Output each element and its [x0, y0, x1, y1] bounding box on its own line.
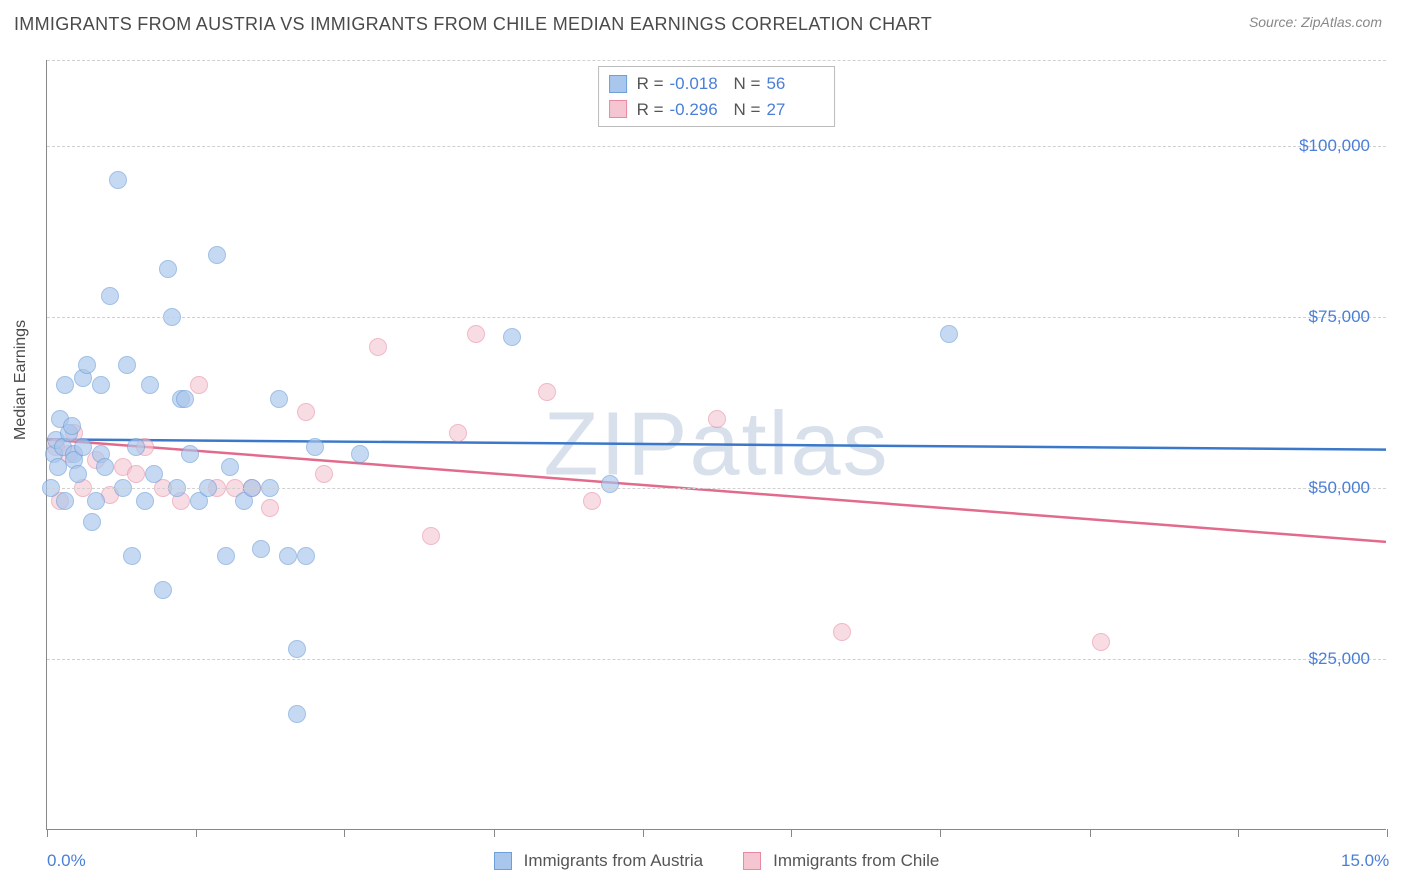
data-point-chile	[190, 376, 208, 394]
data-point-chile	[583, 492, 601, 510]
data-point-austria	[123, 547, 141, 565]
y-tick-label: $75,000	[1309, 307, 1370, 327]
r-label: R =	[637, 97, 664, 123]
data-point-austria	[288, 705, 306, 723]
data-point-austria	[127, 438, 145, 456]
data-point-austria	[74, 438, 92, 456]
data-point-chile	[833, 623, 851, 641]
source-label: Source: ZipAtlas.com	[1249, 14, 1382, 30]
scatter-points-layer	[47, 60, 1386, 829]
x-tick-label: 0.0%	[47, 851, 86, 871]
gridline	[47, 146, 1386, 147]
data-point-austria	[101, 287, 119, 305]
data-point-austria	[109, 171, 127, 189]
r-label: R =	[637, 71, 664, 97]
data-point-chile	[708, 410, 726, 428]
data-point-chile	[1092, 633, 1110, 651]
x-tick	[47, 829, 48, 837]
data-point-austria	[83, 513, 101, 531]
data-point-austria	[279, 547, 297, 565]
data-point-austria	[940, 325, 958, 343]
data-point-chile	[422, 527, 440, 545]
x-tick	[940, 829, 941, 837]
data-point-chile	[467, 325, 485, 343]
x-tick	[1238, 829, 1239, 837]
swatch-austria	[494, 852, 512, 870]
x-tick	[643, 829, 644, 837]
y-tick-label: $50,000	[1309, 478, 1370, 498]
data-point-austria	[217, 547, 235, 565]
data-point-chile	[127, 465, 145, 483]
gridline	[47, 488, 1386, 489]
swatch-austria	[609, 75, 627, 93]
x-tick	[1387, 829, 1388, 837]
data-point-chile	[297, 403, 315, 421]
r-value-austria: -0.018	[670, 71, 728, 97]
data-point-chile	[315, 465, 333, 483]
x-tick	[344, 829, 345, 837]
r-value-chile: -0.296	[670, 97, 728, 123]
data-point-austria	[56, 376, 74, 394]
legend-item-austria: Immigrants from Austria	[494, 851, 704, 871]
gridline	[47, 60, 1386, 61]
legend-item-chile: Immigrants from Chile	[743, 851, 939, 871]
data-point-austria	[78, 356, 96, 374]
n-label: N =	[734, 71, 761, 97]
data-point-austria	[63, 417, 81, 435]
x-tick	[791, 829, 792, 837]
data-point-austria	[288, 640, 306, 658]
data-point-austria	[306, 438, 324, 456]
gridline	[47, 659, 1386, 660]
swatch-chile	[743, 852, 761, 870]
gridline	[47, 317, 1386, 318]
x-tick-label: 15.0%	[1341, 851, 1389, 871]
data-point-austria	[145, 465, 163, 483]
stats-legend-box: R = -0.018 N = 56 R = -0.296 N = 27	[598, 66, 836, 127]
y-tick-label: $100,000	[1299, 136, 1370, 156]
data-point-austria	[270, 390, 288, 408]
data-point-austria	[92, 376, 110, 394]
legend-label-chile: Immigrants from Chile	[773, 851, 939, 871]
data-point-austria	[69, 465, 87, 483]
n-value-austria: 56	[766, 71, 824, 97]
data-point-chile	[449, 424, 467, 442]
y-tick-label: $25,000	[1309, 649, 1370, 669]
data-point-austria	[351, 445, 369, 463]
data-point-austria	[141, 376, 159, 394]
data-point-austria	[96, 458, 114, 476]
swatch-chile	[609, 100, 627, 118]
data-point-austria	[221, 458, 239, 476]
n-value-chile: 27	[766, 97, 824, 123]
data-point-chile	[369, 338, 387, 356]
data-point-austria	[56, 492, 74, 510]
x-tick	[1090, 829, 1091, 837]
data-point-austria	[176, 390, 194, 408]
legend-label-austria: Immigrants from Austria	[524, 851, 704, 871]
chart-plot-area: ZIPatlas R = -0.018 N = 56 R = -0.296 N …	[46, 60, 1386, 830]
x-tick	[196, 829, 197, 837]
data-point-austria	[601, 475, 619, 493]
stats-row-chile: R = -0.296 N = 27	[609, 97, 825, 123]
stats-row-austria: R = -0.018 N = 56	[609, 71, 825, 97]
data-point-austria	[208, 246, 226, 264]
data-point-austria	[87, 492, 105, 510]
x-tick	[494, 829, 495, 837]
data-point-austria	[159, 260, 177, 278]
chart-title: IMMIGRANTS FROM AUSTRIA VS IMMIGRANTS FR…	[14, 14, 932, 35]
data-point-chile	[538, 383, 556, 401]
data-point-austria	[136, 492, 154, 510]
data-point-austria	[154, 581, 172, 599]
n-label: N =	[734, 97, 761, 123]
y-axis-label: Median Earnings	[12, 320, 30, 440]
data-point-austria	[503, 328, 521, 346]
data-point-austria	[297, 547, 315, 565]
data-point-austria	[118, 356, 136, 374]
data-point-austria	[181, 445, 199, 463]
data-point-chile	[261, 499, 279, 517]
data-point-austria	[252, 540, 270, 558]
bottom-legend: Immigrants from Austria Immigrants from …	[47, 851, 1386, 871]
